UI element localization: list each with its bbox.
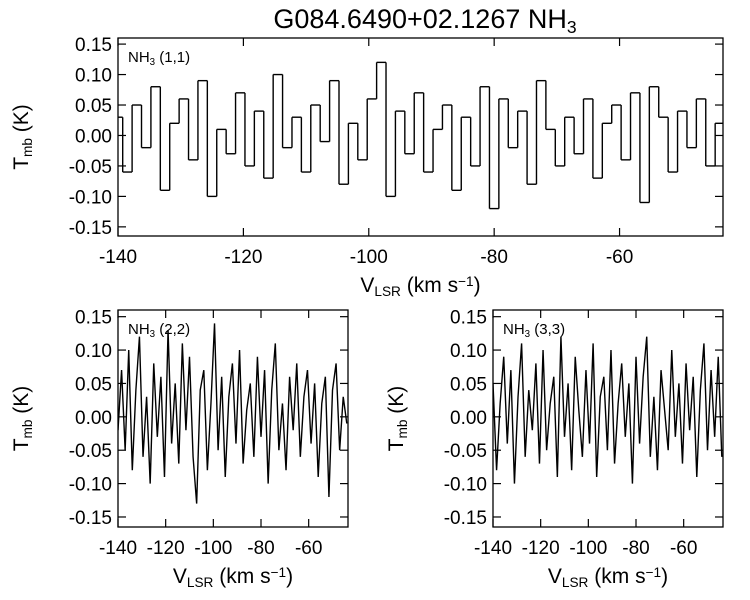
x-axis-label-part: V: [173, 565, 187, 588]
y-tick-label: 0.15: [75, 35, 112, 56]
panel-label-part: NH: [128, 49, 150, 66]
y-tick-label: 0.15: [75, 308, 112, 329]
x-axis-label-part: (km s: [213, 565, 270, 588]
y-axis-label-part: T: [385, 438, 408, 451]
x-axis-label-part: −1: [646, 565, 662, 580]
panel-label: NH3 (2,2): [128, 321, 190, 340]
plot-area: [118, 323, 348, 504]
y-tick-label: -0.15: [69, 218, 112, 239]
y-axis-label-part: T: [10, 438, 33, 451]
step-riser: [122, 62, 716, 209]
x-axis-label-part: V: [360, 274, 374, 297]
x-axis-label-part: LSR: [374, 284, 401, 299]
panel-label-part: (3,3): [530, 321, 565, 338]
figure-title-part: 3: [567, 17, 577, 37]
x-tick-label: -140: [474, 538, 512, 559]
panel-label: NH3 (3,3): [503, 321, 565, 340]
y-tick-label: -0.05: [444, 441, 487, 462]
x-tick-label: -140: [99, 538, 137, 559]
x-axis-label: VLSR (km s−1): [173, 565, 293, 590]
y-axis-label-part: mb: [20, 138, 35, 157]
spectrum-line: [493, 336, 723, 484]
panel-label-part: NH: [503, 321, 525, 338]
plot-area: [493, 336, 723, 484]
figure-title-part: G084.6490+02.1267 NH: [273, 4, 566, 34]
axes-frame: [117, 37, 724, 237]
x-tick-label: -60: [606, 247, 633, 268]
panel-label-part: 3: [525, 329, 530, 340]
x-axis-label-part: LSR: [562, 575, 589, 590]
y-tick-label: -0.05: [69, 441, 112, 462]
y-axis-label: Tmb (K): [10, 386, 35, 452]
x-tick-label: -120: [147, 538, 185, 559]
y-tick-label: -0.15: [69, 508, 112, 529]
x-tick-label: -100: [194, 538, 232, 559]
y-tick-label: -0.10: [69, 187, 112, 208]
y-axis-label: Tmb (K): [385, 386, 410, 452]
axes-frame: [117, 309, 349, 528]
y-tick-label: 0.05: [75, 96, 112, 117]
figure-title: G084.6490+02.1267 NH3: [273, 4, 576, 37]
x-axis-label-part: ): [286, 565, 293, 588]
x-axis-label-part: ): [661, 565, 668, 588]
panel-label: NH3 (1,1): [128, 49, 190, 68]
y-tick-label: 0.10: [75, 66, 112, 87]
x-tick-label: -80: [480, 247, 507, 268]
x-tick-label: -100: [350, 247, 388, 268]
x-axis-label-part: −1: [458, 274, 474, 289]
x-tick-label: -120: [522, 538, 560, 559]
y-tick-label: 0.05: [450, 374, 487, 395]
panel-label-part: (2,2): [155, 321, 190, 338]
y-tick-label: 0.05: [75, 374, 112, 395]
x-tick-label: -80: [247, 538, 274, 559]
y-tick-label: -0.15: [444, 508, 487, 529]
y-tick-label: -0.05: [69, 157, 112, 178]
x-tick-label: -120: [224, 247, 262, 268]
y-tick-label: 0.15: [450, 308, 487, 329]
spectrum-line: [118, 323, 348, 504]
y-tick-label: -0.10: [444, 475, 487, 496]
y-axis-label-part: (K): [10, 104, 33, 138]
y-axis-label-part: (K): [10, 386, 33, 420]
y-tick-label: 0.10: [450, 341, 487, 362]
x-axis-label-part: LSR: [187, 575, 214, 590]
panel-label-part: 3: [150, 329, 155, 340]
axes-frame: [492, 309, 724, 528]
y-tick-label: 0.10: [75, 341, 112, 362]
x-axis-label-part: ): [474, 274, 481, 297]
x-axis-label-part: V: [548, 565, 562, 588]
x-axis-label-part: (km s: [401, 274, 458, 297]
y-tick-label: -0.10: [69, 475, 112, 496]
x-axis-label-part: (km s: [588, 565, 645, 588]
x-axis-label: VLSR (km s−1): [548, 565, 668, 590]
panel-label-part: 3: [150, 57, 155, 68]
x-axis-label-part: −1: [271, 565, 287, 580]
x-tick-label: -60: [295, 538, 322, 559]
x-tick-label: -140: [99, 247, 137, 268]
plot-area: [118, 61, 723, 210]
y-tick-label: 0.00: [450, 408, 487, 429]
y-axis-label-part: (K): [385, 386, 408, 420]
panel-label-part: NH: [128, 321, 150, 338]
panel-label-part: (1,1): [155, 49, 190, 66]
y-axis-label-part: mb: [20, 419, 35, 438]
y-tick-label: 0.00: [75, 408, 112, 429]
y-axis-label-part: T: [10, 157, 33, 170]
y-axis-label: Tmb (K): [10, 104, 35, 170]
x-tick-label: -100: [569, 538, 607, 559]
x-axis-label: VLSR (km s−1): [360, 274, 480, 299]
y-tick-label: 0.00: [75, 126, 112, 147]
x-tick-label: -80: [622, 538, 649, 559]
x-tick-label: -60: [670, 538, 697, 559]
y-axis-label-part: mb: [395, 419, 410, 438]
